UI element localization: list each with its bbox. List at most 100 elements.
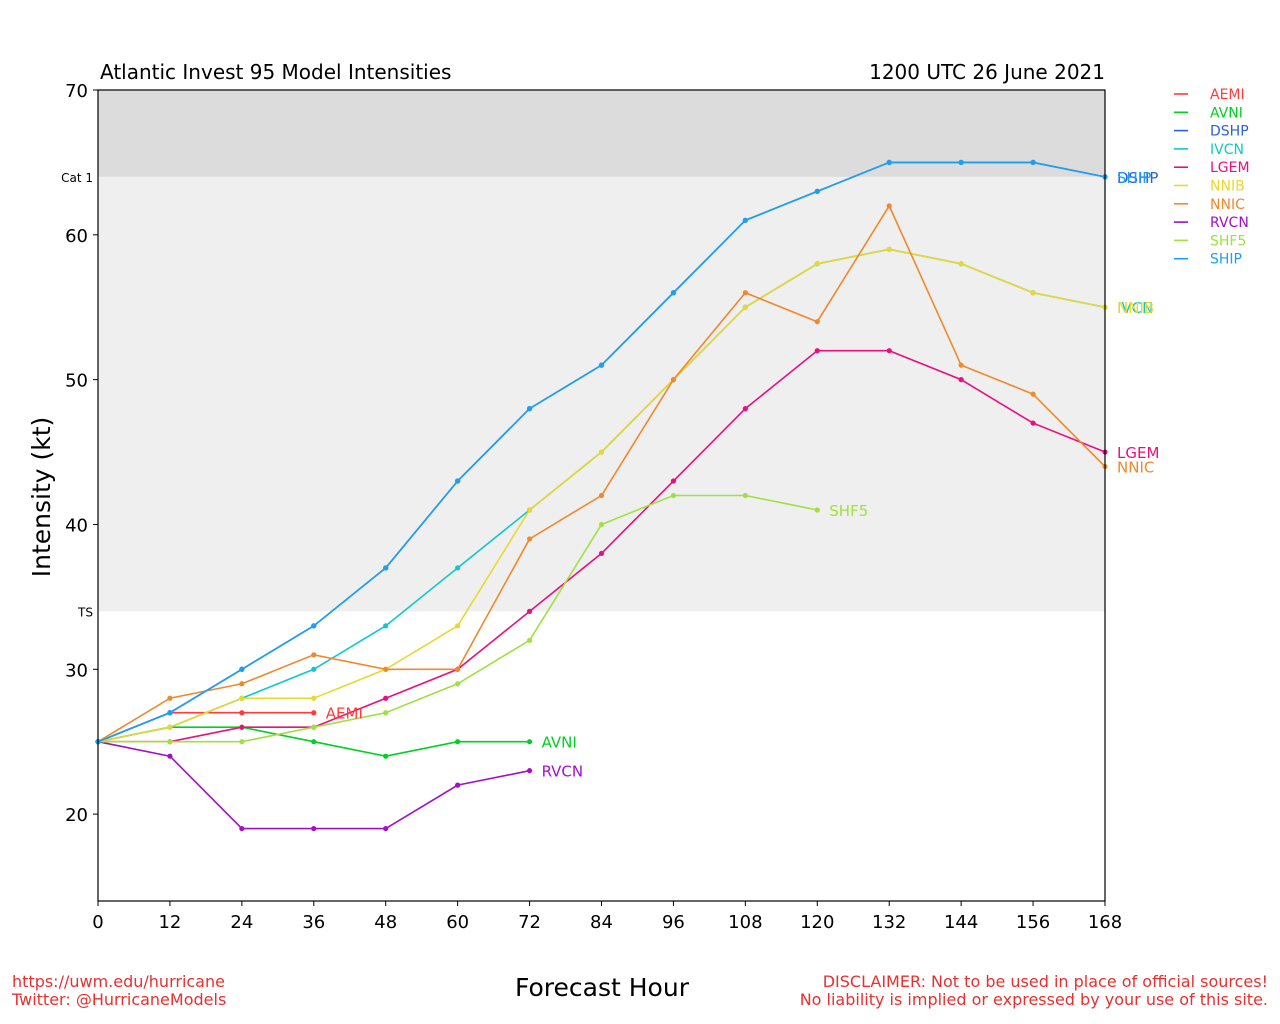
x-tick-label: 144 — [944, 912, 978, 933]
disclaimer-line-1: DISCLAIMER: Not to be used in place of o… — [822, 972, 1268, 991]
legend-label: RVCN — [1210, 215, 1249, 231]
x-tick-label: 120 — [800, 912, 834, 933]
legend-label: IVCN — [1210, 142, 1244, 158]
data-point-nnib — [311, 695, 317, 701]
end-label-lgem: LGEM — [1117, 444, 1159, 462]
data-point-nnic — [598, 492, 605, 499]
legend-label: NNIC — [1210, 197, 1245, 213]
data-point-nnib — [958, 261, 964, 267]
data-point-avni — [383, 753, 389, 759]
x-tick-label: 48 — [374, 912, 397, 933]
data-point-ship — [239, 666, 245, 672]
data-point-nnic — [958, 362, 964, 368]
data-point-nnic — [814, 319, 820, 325]
legend-item-ship: SHIP — [1174, 252, 1242, 268]
data-point-lgem — [239, 724, 245, 730]
end-labels: AEMI AVNI DSHP IVCN LGEM NNIB NNIC RVCN SHF5 SHIP — [326, 169, 1160, 781]
data-point-shf5 — [814, 507, 820, 513]
data-point-nnic — [167, 695, 173, 701]
x-tick-label: 108 — [728, 912, 762, 933]
data-point-shf5 — [239, 739, 245, 745]
data-point-ship — [598, 362, 605, 368]
data-point-nnib — [455, 623, 461, 629]
data-point-lgem — [742, 406, 748, 412]
data-point-shf5 — [455, 681, 461, 687]
footer-disclaimer: DISCLAIMER: Not to be used in place of o… — [800, 973, 1268, 1009]
y-tick-label: 70 — [65, 81, 88, 102]
data-point-rvcn — [455, 782, 461, 788]
data-point-rvcn — [167, 753, 173, 759]
legend-item-aemi: AEMI — [1174, 87, 1245, 103]
data-point-nnib — [742, 304, 748, 310]
legend-item-dshp: DSHP — [1174, 124, 1249, 140]
x-tick-label: 12 — [158, 912, 181, 933]
data-point-nnic — [455, 666, 461, 672]
data-point-aemi — [311, 710, 317, 716]
x-tick-label: 156 — [1016, 912, 1050, 933]
legend-item-rvcn: RVCN — [1174, 215, 1249, 231]
data-point-ship — [383, 565, 389, 571]
legend-label: NNIB — [1210, 179, 1245, 195]
y-tick-label: 40 — [65, 515, 88, 536]
data-point-nnic — [526, 536, 533, 542]
legend-label: AVNI — [1210, 105, 1243, 121]
data-point-shf5 — [742, 492, 748, 499]
data-point-rvcn — [239, 825, 245, 832]
data-point-shf5 — [598, 521, 605, 528]
data-point-avni — [455, 739, 461, 745]
threshold-label: Cat 1 — [61, 171, 93, 185]
data-point-lgem — [958, 377, 964, 383]
legend-item-shf5: SHF5 — [1174, 233, 1246, 249]
end-label-ivcn: IVCN — [1117, 299, 1153, 317]
data-point-ship — [814, 188, 820, 194]
data-point-lgem — [670, 478, 677, 484]
data-point-ship — [670, 290, 677, 296]
data-point-nnic — [670, 377, 677, 383]
y-tick-label: 20 — [65, 805, 88, 826]
data-point-nnic — [383, 666, 389, 672]
end-label-shf5: SHF5 — [829, 502, 868, 520]
legend-item-nnib: NNIB — [1174, 179, 1245, 195]
data-point-ship — [455, 478, 461, 484]
end-label-dshp: DSHP — [1117, 169, 1158, 187]
data-point-nnib — [886, 246, 892, 252]
data-point-nnic — [1030, 391, 1036, 397]
end-label-nnib: NNIB — [1117, 299, 1154, 317]
end-label-rvcn: RVCN — [542, 763, 584, 781]
footer-credits: https://uwm.edu/hurricane Twitter: @Hurr… — [12, 973, 226, 1009]
series-lgem — [95, 348, 1108, 745]
legend-label: AEMI — [1210, 87, 1245, 103]
data-point-lgem — [526, 608, 533, 614]
data-point-ship — [958, 159, 964, 166]
legend: AEMI AVNI DSHP IVCN LGEM NNIB NNIC RVCN SHF5 SHIP — [1174, 87, 1250, 268]
footer-url[interactable]: https://uwm.edu/hurricane — [12, 972, 225, 991]
data-point-rvcn — [383, 825, 389, 832]
x-tick-label: 0 — [92, 912, 103, 933]
band-cat-1 — [98, 90, 1105, 177]
end-label-avni: AVNI — [542, 734, 577, 752]
data-point-shf5 — [167, 739, 173, 745]
data-point-nnib — [526, 507, 533, 513]
legend-item-avni: AVNI — [1174, 105, 1243, 121]
data-point-avni — [311, 739, 317, 745]
data-point-nnic — [239, 681, 245, 687]
data-point-lgem — [1030, 420, 1036, 426]
x-tick-label: 24 — [230, 912, 253, 933]
data-point-ivcn — [383, 623, 389, 629]
threshold-bands — [98, 90, 1105, 612]
axes: 0 12 24 36 48 60 72 84 96 108 120 132 144 156 168 20 30 4… — [61, 81, 1122, 933]
x-axis-label: Forecast Hour — [515, 973, 690, 1002]
data-point-nnic — [311, 652, 317, 658]
series-layer — [95, 159, 1108, 832]
y-axis-label: Intensity (kt) — [27, 417, 56, 578]
end-label-nnic: NNIC — [1117, 459, 1154, 477]
data-point-rvcn — [526, 768, 533, 774]
legend-label: SHF5 — [1210, 233, 1246, 249]
data-point-nnic — [886, 203, 892, 209]
data-point-ship — [311, 623, 317, 629]
data-point-nnib — [239, 695, 245, 701]
x-tick-label: 36 — [302, 912, 325, 933]
footer-twitter[interactable]: Twitter: @HurricaneModels — [12, 990, 227, 1009]
data-point-nnib — [814, 261, 820, 267]
legend-item-ivcn: IVCN — [1174, 142, 1244, 158]
